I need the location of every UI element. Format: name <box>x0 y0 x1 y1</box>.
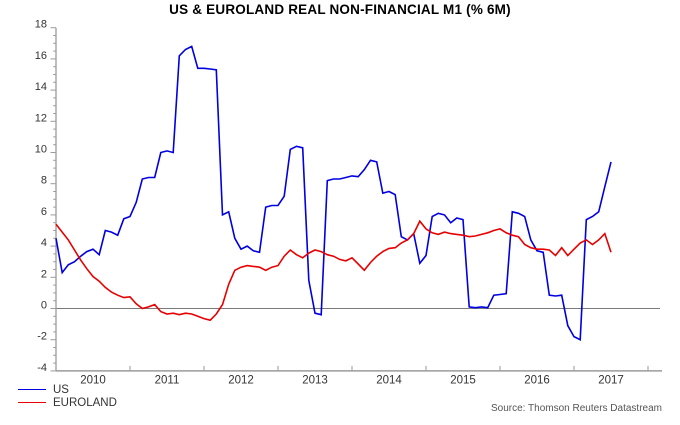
y-tick-label: 4 <box>41 237 47 249</box>
legend-item-us: US <box>18 384 69 398</box>
y-tick-label: 12 <box>35 112 47 124</box>
legend-label-euroland: EUROLAND <box>53 397 117 409</box>
y-tick-label: 14 <box>35 81 47 93</box>
y-tick-label: 18 <box>35 19 47 31</box>
y-tick-label: -2 <box>37 331 47 343</box>
euroland-line-swatch <box>18 401 46 403</box>
x-year-label: 2012 <box>228 374 254 386</box>
us-line-swatch <box>18 388 46 390</box>
x-year-label: 2011 <box>155 374 180 386</box>
x-year-label: 2016 <box>524 374 550 386</box>
y-tick-label: 2 <box>41 268 47 280</box>
y-tick-label: 16 <box>35 50 47 62</box>
x-year-label: 2015 <box>450 374 476 386</box>
y-tick-label: 0 <box>41 300 47 312</box>
legend-label-us: US <box>53 384 69 396</box>
x-year-label: 2014 <box>376 374 402 386</box>
y-tick-label: 8 <box>41 175 47 187</box>
y-tick-label: 6 <box>41 206 47 218</box>
source-credit: Source: Thomson Reuters Datastream <box>490 403 662 414</box>
chart-title: US & EUROLAND REAL NON-FINANCIAL M1 (% 6… <box>169 2 511 17</box>
y-tick-label: 10 <box>35 144 47 156</box>
x-year-label: 2017 <box>598 374 624 386</box>
us-series-line <box>55 45 612 341</box>
legend-item-euroland: EUROLAND <box>18 397 117 411</box>
y-tick-label: -4 <box>37 362 47 374</box>
x-year-label: 2010 <box>80 374 106 386</box>
euroland-series-line <box>55 219 612 322</box>
x-year-label: 2013 <box>302 374 328 386</box>
